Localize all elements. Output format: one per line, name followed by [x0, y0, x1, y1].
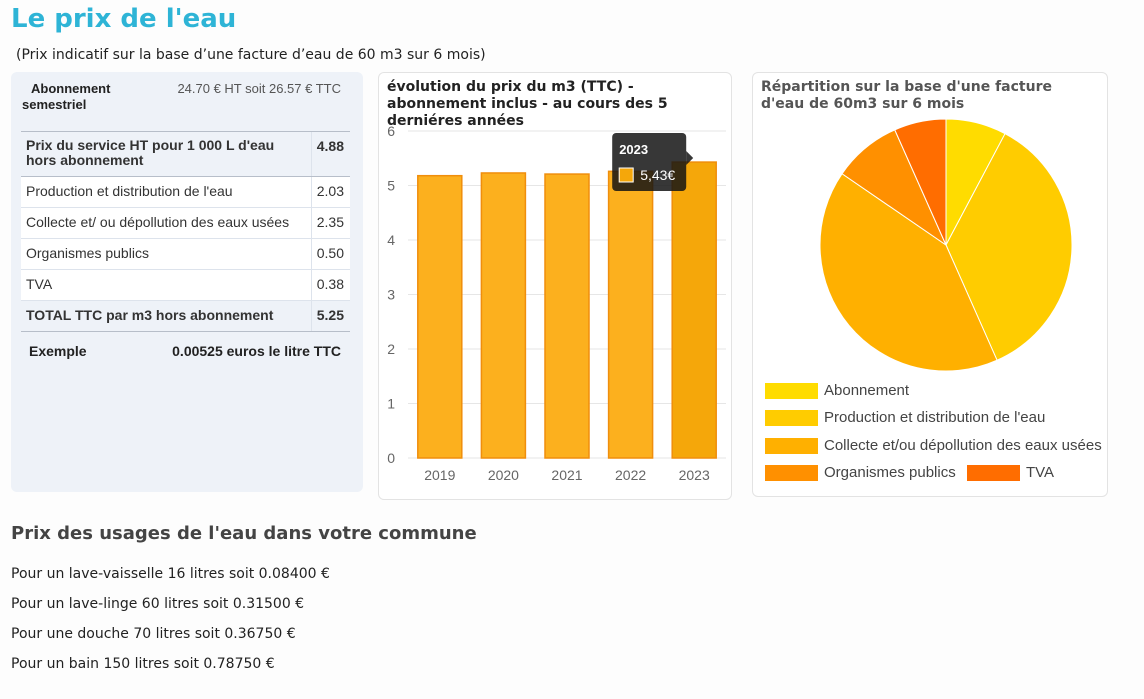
bar-chart-title: évolution du prix du m3 (TTC) - abonneme…: [387, 79, 668, 129]
y-tick-label: 5: [387, 178, 395, 194]
example-value: 0.00525 euros le litre TTC: [172, 343, 341, 359]
bar-chart: 0 1 2 3 4 5 6 2019 2020 2021 2022 2023 2023 5,43€: [387, 123, 726, 483]
pie-chart-title: Répartition sur la base d'une facture d'…: [761, 79, 1052, 112]
tooltip-title: 2023: [619, 142, 648, 157]
y-tick-label: 6: [387, 123, 395, 139]
row-value: 4.88: [310, 131, 350, 177]
tooltip-caret: [686, 151, 694, 165]
tooltip: 2023 5,43€: [612, 133, 694, 191]
table-row-total: TOTAL TTC par m3 hors abonnement 5.25: [21, 300, 350, 332]
legend-label: Collecte et/ou dépollution des eaux usée…: [824, 437, 1102, 454]
y-tick-label: 2: [387, 341, 395, 357]
x-tick-label: 2021: [551, 467, 582, 483]
usage-item: Pour un lave-vaisselle 16 litres soit 0.…: [11, 566, 330, 582]
abonnement-label-line1: Abonnement: [31, 81, 111, 96]
x-tick-label: 2019: [424, 467, 455, 483]
y-tick-label: 0: [387, 450, 395, 466]
price-panel: Abonnement semestriel 24.70 € HT soit 26…: [11, 72, 363, 492]
usage-item: Pour une douche 70 litres soit 0.36750 €: [11, 626, 296, 642]
legend-item[interactable]: Organismes publics: [765, 464, 956, 481]
abonnement-label-line2: semestriel: [22, 97, 87, 112]
abonnement-label: Abonnement semestriel: [22, 81, 132, 113]
pie-slice: [819, 173, 998, 372]
bar: [607, 170, 654, 459]
price-table: Prix du service HT pour 1 000 L d'eau ho…: [21, 131, 350, 332]
table-row: Prix du service HT pour 1 000 L d'eau ho…: [21, 131, 350, 177]
table-row: Collecte et/ ou dépollution des eaux usé…: [21, 207, 350, 239]
legend-label: Organismes publics: [824, 464, 956, 481]
bar: [544, 173, 590, 459]
pie-chart: [819, 118, 1073, 372]
legend-swatch: [765, 409, 818, 426]
row-label: Production et distribution de l'eau: [21, 176, 312, 208]
legend-swatch: [765, 437, 818, 454]
abonnement-value: 24.70 € HT soit 26.57 € TTC: [177, 81, 341, 96]
tooltip-value: 5,43€: [640, 167, 675, 183]
legend-label: Production et distribution de l'eau: [824, 409, 1046, 426]
row-label: TVA: [21, 269, 312, 301]
example-label: Exemple: [29, 343, 87, 359]
legend-swatch: [765, 382, 818, 399]
table-row: Production et distribution de l'eau 2.03: [21, 176, 350, 208]
legend-label: TVA: [1026, 464, 1055, 481]
y-tick-label: 1: [387, 396, 395, 412]
x-tick-label: 2022: [615, 467, 646, 483]
row-label: Organismes publics: [21, 238, 312, 270]
bar-chart-panel: évolution du prix du m3 (TTC) - abonneme…: [378, 72, 732, 500]
legend-item[interactable]: Production et distribution de l'eau: [765, 409, 1045, 426]
bar: [480, 172, 527, 459]
pie-chart-panel: Répartition sur la base d'une facture d'…: [752, 72, 1108, 497]
page-subtitle: (Prix indicatif sur la base d’une factur…: [16, 47, 486, 63]
bar: [417, 174, 463, 459]
usages-title: Prix des usages de l'eau dans votre comm…: [11, 523, 477, 544]
row-label: Collecte et/ ou dépollution des eaux usé…: [21, 207, 312, 239]
usage-item: Pour un bain 150 litres soit 0.78750 €: [11, 656, 275, 672]
row-value: 2.03: [310, 176, 350, 208]
legend-item[interactable]: TVA: [967, 464, 1054, 481]
legend-swatch: [967, 464, 1020, 481]
legend-item[interactable]: Abonnement: [765, 382, 909, 399]
usage-item: Pour un lave-linge 60 litres soit 0.3150…: [11, 596, 305, 612]
tooltip-swatch: [618, 167, 634, 183]
legend-swatch: [765, 464, 818, 481]
pie-slice: [894, 118, 947, 246]
y-tick-label: 4: [387, 232, 395, 248]
legend-item[interactable]: Collecte et/ou dépollution des eaux usée…: [765, 437, 1102, 454]
legend-label: Abonnement: [824, 382, 910, 399]
table-row: TVA 0.38: [21, 269, 350, 301]
page-title: Le prix de l'eau: [11, 4, 237, 34]
x-tick-label: 2023: [679, 467, 710, 483]
y-tick-label: 3: [387, 287, 395, 303]
pie-slice: [945, 133, 1073, 361]
table-row: Organismes publics 0.50: [21, 238, 350, 270]
x-tick-label: 2020: [488, 467, 519, 483]
bar: [671, 161, 717, 459]
row-label: TOTAL TTC par m3 hors abonnement: [21, 300, 312, 332]
row-value: 2.35: [310, 207, 350, 239]
row-value: 0.50: [310, 238, 350, 270]
row-label: Prix du service HT pour 1 000 L d'eau ho…: [21, 131, 312, 177]
row-value: 0.38: [310, 269, 350, 301]
row-value: 5.25: [310, 300, 350, 332]
